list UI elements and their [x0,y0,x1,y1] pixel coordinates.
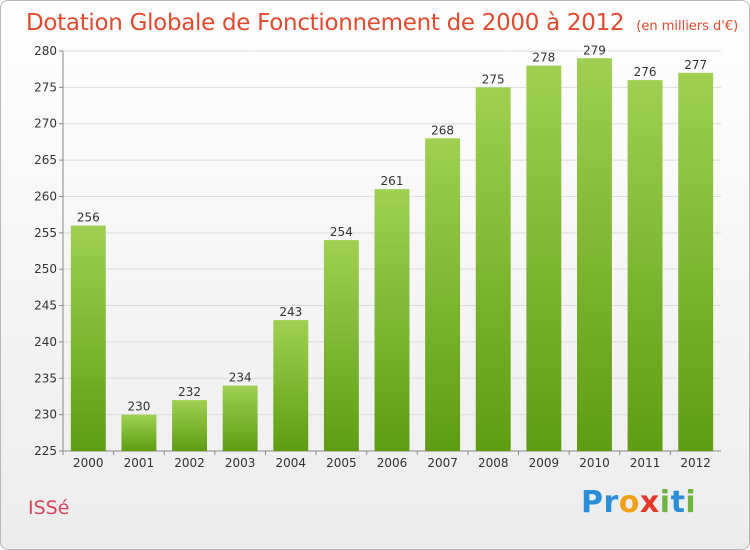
y-tick-label: 235 [34,371,57,385]
bar-value-label: 275 [482,72,505,86]
bar-2003 [222,385,258,451]
bar-value-label: 254 [330,225,353,239]
bar-value-label: 268 [431,123,454,137]
chart-title-text: Dotation Globale de Fonctionnement de 20… [26,10,625,36]
y-tick-label: 265 [34,153,57,167]
chart-title: Dotation Globale de Fonctionnement de 20… [26,9,738,41]
x-tick-label: 2012 [680,456,711,470]
x-tick-label: 2009 [529,456,560,470]
x-tick-label: 2007 [427,456,458,470]
y-tick-label: 225 [34,444,57,458]
logo-letter: P [581,485,604,520]
proxiti-logo[interactable]: Proxiti [581,485,696,520]
bar-2002 [172,400,208,451]
logo-letter: r [603,485,619,520]
logo-letter: x [639,485,660,520]
bar-value-label: 276 [634,65,657,79]
x-tick-label: 2001 [124,456,155,470]
commune-name: ISSé [28,497,70,519]
logo-letter: t [670,485,686,520]
y-tick-label: 280 [34,44,57,58]
y-tick-label: 255 [34,226,57,240]
bar-value-label: 243 [279,305,302,319]
x-tick-label: 2010 [579,456,610,470]
y-tick-label: 250 [34,262,57,276]
bar-value-label: 256 [77,211,100,225]
x-tick-label: 2005 [326,456,357,470]
bar-value-label: 279 [583,43,606,57]
logo-letter: i [659,485,671,520]
y-tick-label: 275 [34,80,57,94]
x-tick-label: 2002 [174,456,205,470]
bar-2005 [323,240,359,451]
bar-2007 [425,138,461,452]
y-tick-label: 240 [34,335,57,349]
y-tick-label: 230 [34,408,57,422]
bar-2006 [374,189,410,451]
logo-letter: o [618,485,640,520]
bar-2000 [70,225,106,451]
y-tick-label: 270 [34,117,57,131]
bar-value-label: 261 [381,174,404,188]
chart-subtitle: (en milliers d'€) [636,19,739,34]
bar-2010 [576,58,612,451]
x-tick-label: 2008 [478,456,509,470]
bars: 256 230 232 234 243 254 261 268 275 278 279 276 277 [70,43,714,452]
x-tick-label: 2004 [275,456,306,470]
y-tick-label: 260 [34,189,57,203]
logo-letter: i [685,485,697,520]
bar-value-label: 230 [127,400,150,414]
x-axis: 2000 2001 2002 2003 2004 2005 2006 2007 2008 2009… [62,451,711,470]
bar-value-label: 232 [178,385,201,399]
bar-2009 [526,65,562,451]
bar-2001 [121,414,157,451]
bar-2011 [627,80,663,451]
bar-value-label: 234 [229,371,252,385]
x-tick-label: 2003 [225,456,256,470]
x-tick-label: 2011 [630,456,661,470]
bar-2012 [678,72,714,452]
x-tick-label: 2006 [377,456,408,470]
y-tick-label: 245 [34,299,57,313]
bar-2004 [273,320,309,451]
bar-2008 [475,87,511,451]
x-tick-label: 2000 [73,456,104,470]
bar-value-label: 277 [684,58,707,72]
bar-value-label: 278 [532,51,555,65]
